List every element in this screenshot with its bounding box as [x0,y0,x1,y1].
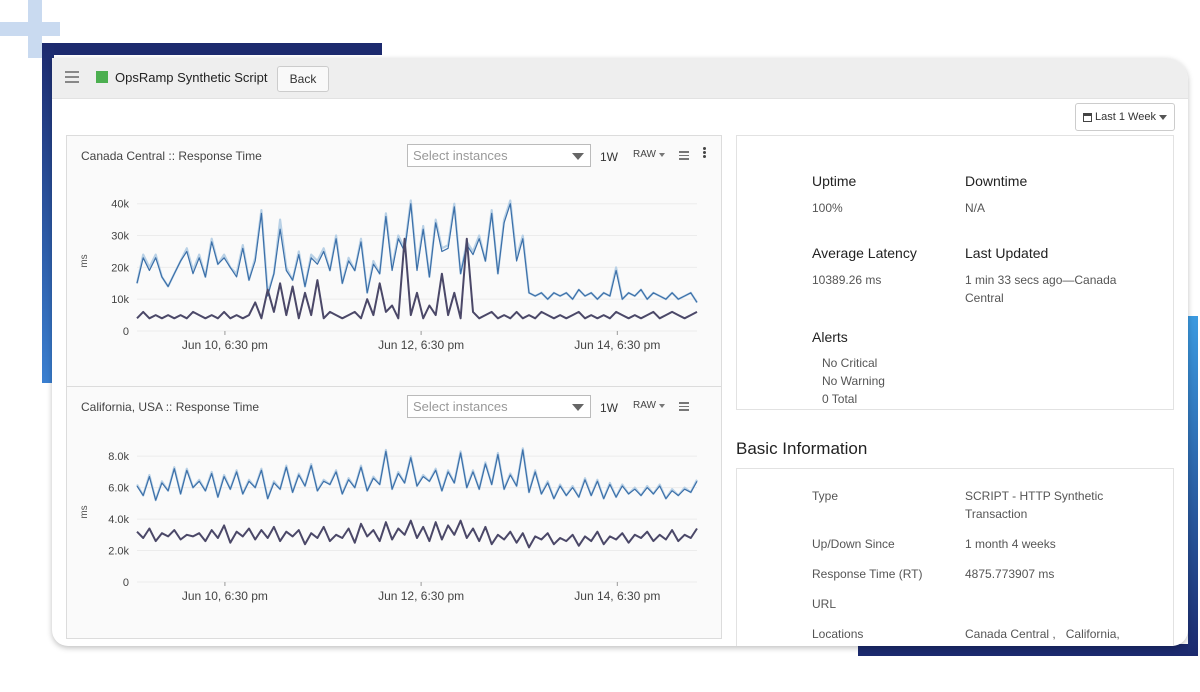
uptime-value: 100% [812,201,843,215]
alert-critical: No Critical [822,356,878,370]
more-options-icon[interactable] [703,147,706,159]
x-tick-label: Jun 12, 6:30 pm [378,589,464,603]
instance-select-placeholder: Select instances [413,148,508,163]
alert-warning: No Warning [822,374,885,388]
y-axis-label: ms [79,254,90,267]
app-window: OpsRamp Synthetic Script Back Last 1 Wee… [52,58,1188,646]
latency-value: 10389.26 ms [812,273,882,287]
y-tick-label: 6.0k [108,483,129,495]
downtime-value: N/A [965,201,986,215]
y-tick-label: 20k [111,262,129,274]
chart-title-california: California, USA :: Response Time [81,400,260,414]
alert-total: 0 Total [822,392,858,406]
series-line-2 [136,449,698,501]
response-time-label: Response Time (RT) [812,567,923,581]
y-tick-label: 2.0k [108,546,129,558]
alerts-list: No Critical No Warning 0 Total [822,354,885,408]
decor-frame-right [1188,316,1198,656]
decor-frame-bottom [858,644,1198,656]
app-status-icon [96,71,108,83]
summary-card: Uptime 100% Downtime N/A Average Latency… [736,135,1174,410]
last-updated-label: Last Updated [965,245,1049,261]
x-tick-label: Jun 14, 6:30 pm [574,338,660,352]
series-line-3 [136,519,698,549]
chevron-down-icon [658,403,665,408]
menu-icon[interactable] [65,71,79,83]
series-line-1 [135,199,698,303]
x-tick-label: Jun 14, 6:30 pm [574,589,660,603]
basic-info-heading: Basic Information [736,439,868,458]
instance-select-canada[interactable]: Select instances [407,144,591,167]
up-down-since-value: 1 month 4 weeks [965,537,1056,551]
decor-frame-top [42,43,382,55]
chevron-down-icon [658,152,665,157]
locations-label: Locations [812,627,864,641]
page-title: OpsRamp Synthetic Script [115,70,268,85]
time-range-dropdown[interactable]: Last 1 Week [1075,103,1175,131]
raw-dropdown-california[interactable]: RAW [633,400,665,411]
uptime-label: Uptime [812,173,857,189]
time-range-label: Last 1 Week [1095,111,1156,123]
url-label: URL [812,597,837,611]
window-label-california[interactable]: 1W [600,401,618,415]
charts-panel: Canada Central :: Response Time Select i… [66,135,722,639]
list-icon[interactable] [679,402,689,411]
chevron-down-icon [572,404,584,411]
chevron-down-icon [572,153,584,160]
type-label: Type [812,489,839,503]
y-tick-label: 8.0k [108,451,129,463]
series-line-3 [136,237,698,320]
series-line-2 [136,203,698,303]
top-bar: OpsRamp Synthetic Script Back [52,58,1188,99]
list-icon[interactable] [679,151,689,160]
raw-label: RAW [633,149,656,160]
chevron-down-icon [1158,114,1167,120]
y-tick-label: 0 [123,326,129,338]
chart-divider [67,386,721,387]
raw-label: RAW [633,400,656,411]
y-tick-label: 40k [111,199,129,211]
raw-dropdown-canada[interactable]: RAW [633,149,665,160]
basic-info-card: Type SCRIPT - HTTP Synthetic Transaction… [736,468,1174,646]
chart-california-response-time: 0 2.0k 4.0k 6.0k 8.0k ms Jun 10, 6:30 pm Jun 12… [79,447,698,603]
response-time-value: 4875.773907 ms [965,567,1055,581]
decor-frame-left [42,43,54,383]
y-tick-label: 30k [111,231,129,243]
y-tick-label: 10k [111,294,129,306]
x-tick-label: Jun 12, 6:30 pm [378,338,464,352]
window-label-canada[interactable]: 1W [600,150,618,164]
back-button[interactable]: Back [277,66,329,92]
y-tick-label: 4.0k [108,514,129,526]
type-value: SCRIPT - HTTP Synthetic Transaction [965,489,1104,521]
decor-plus-horizontal [0,22,60,36]
downtime-label: Downtime [965,173,1028,189]
instance-select-placeholder: Select instances [413,399,508,414]
last-updated-value: 1 min 33 secs ago—Canada Central [965,273,1117,305]
up-down-since-label: Up/Down Since [812,537,895,551]
chart-canada-response-time: 0 10k 20k 30k 40k ms Jun 10, 6:30 pm Jun 12, 6:… [79,199,698,352]
x-tick-label: Jun 10, 6:30 pm [182,338,268,352]
calendar-icon [1083,112,1093,122]
y-tick-label: 0 [123,577,129,589]
x-tick-label: Jun 10, 6:30 pm [182,589,268,603]
instance-select-california[interactable]: Select instances [407,395,591,418]
alerts-label: Alerts [812,329,848,345]
latency-label: Average Latency [812,245,917,261]
chart-title-canada: Canada Central :: Response Time [81,149,262,163]
y-axis-label: ms [79,505,90,518]
locations-value: Canada Central , California, [965,627,1120,641]
